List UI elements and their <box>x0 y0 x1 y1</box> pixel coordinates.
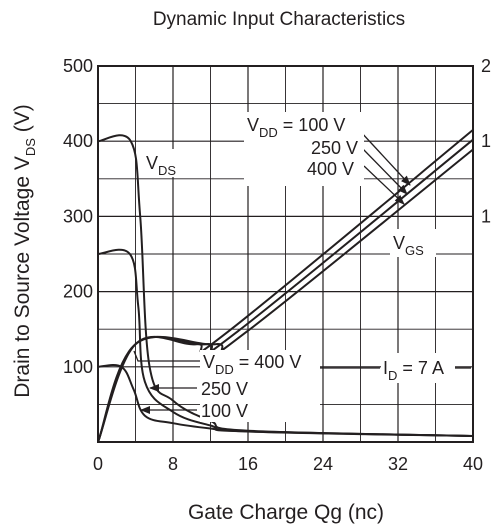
vdd-bottom-label: VDD = 400 V <box>203 352 301 377</box>
vdd-400-top-label: 400 V <box>307 159 354 179</box>
y-tick-label: 500 <box>63 56 93 76</box>
label-backdrop-id <box>381 353 455 383</box>
annotations: VDS VGS VDD = 100 V 250 V 400 V VDD = 40… <box>143 112 455 422</box>
label-backdrop-vds <box>143 149 201 177</box>
id-label: ID = 7 A <box>383 358 444 383</box>
label-backdrop-vdd-bottom <box>200 350 320 422</box>
y-tick-label: 200 <box>63 282 93 302</box>
y-tick-labels: 100 200 300 400 500 <box>63 56 93 377</box>
x-tick-label: 32 <box>388 454 408 474</box>
x-axis-label: Gate Charge Qg (nc) <box>188 501 384 524</box>
x-tick-label: 0 <box>93 454 103 474</box>
chart-title: Dynamic Input Characteristics <box>153 9 405 30</box>
vdd-top-label: VDD = 100 V <box>247 115 345 140</box>
pointer-vdd-250-top <box>361 147 408 195</box>
y-tick-label: 300 <box>63 206 93 226</box>
label-backdrop-vdd-top <box>244 112 364 186</box>
annotation-pointers <box>133 130 471 414</box>
pointer-vdd-400-bottom <box>133 350 203 362</box>
pointer-vdd-400-top <box>363 165 405 205</box>
y-tick-label: 100 <box>63 357 93 377</box>
right-tick-labels: 2 1 1 <box>481 56 491 226</box>
right-tick-label: 1 <box>481 131 491 151</box>
vdd-100-bottom-label: 100 V <box>201 401 248 421</box>
vdd-250-top-label: 250 V <box>311 138 358 158</box>
y-tick-label: 400 <box>63 131 93 151</box>
label-backdrop-vgs <box>390 229 436 257</box>
y-axis-label: Drain to Source Voltage VDS (V) <box>11 104 38 398</box>
x-tick-label: 16 <box>238 454 258 474</box>
right-tick-label: 2 <box>481 56 491 76</box>
x-tick-label: 24 <box>313 454 333 474</box>
series-line-vds-2 <box>97 363 474 437</box>
vdd-250-bottom-label: 250 V <box>201 379 248 399</box>
x-tick-label: 40 <box>463 454 483 474</box>
vgs-label: VGS <box>393 233 424 258</box>
right-tick-label: 1 <box>481 206 491 226</box>
x-tick-labels: 0 8 16 24 32 40 <box>93 454 483 474</box>
series-line-vgs-5 <box>97 148 474 443</box>
vds-label: VDS <box>146 153 176 178</box>
x-tick-label: 8 <box>168 454 178 474</box>
pointer-vdd-100-top <box>359 130 411 186</box>
curves <box>97 128 474 443</box>
